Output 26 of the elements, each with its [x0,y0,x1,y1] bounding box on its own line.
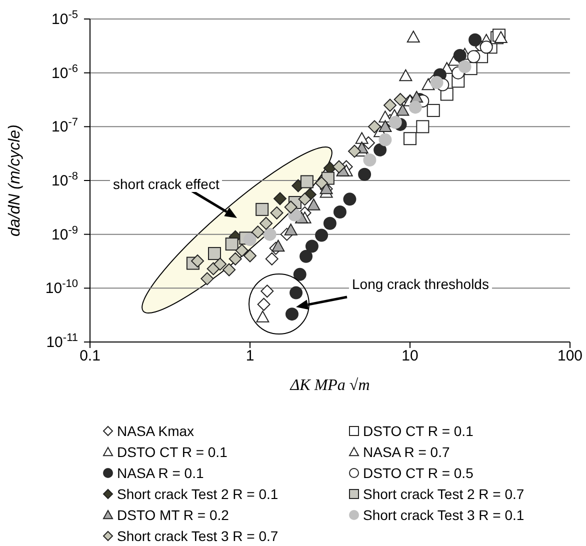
legend-label: Short crack Test 2 R = 0.1 [117,486,278,502]
legend-label: DSTO CT R = 0.5 [363,464,474,480]
annotation: Long crack thresholds [349,276,492,292]
legend-label: Short crack Test 3 R = 0.1 [363,506,524,522]
y-axis-title: da/dN (m/cycle) [6,124,24,237]
x-tick-label: 1 [246,348,254,365]
legend-label: NASA R = 0.7 [363,444,450,460]
legend-label: DSTO CT R = 0.1 [117,444,228,460]
legend-label: Short crack Test 2 R = 0.7 [363,486,524,502]
x-axis-title: ΔK MPa √m [289,377,370,394]
y-tick-label: 10$^{-5}$ [52,9,78,28]
y-tick-label: 10$^{-9}$ [52,224,78,244]
x-tick-label: 10 [402,348,418,365]
y-tick-label: 10$^{-8}$ [52,170,78,190]
y-tick-label: 10$^{-7}$ [52,116,78,136]
y-tick-label: 10$^{-11}$ [46,332,78,351]
legend-label: NASA R = 0.1 [117,464,204,480]
y-tick-label: 10$^{-10}$ [45,278,78,298]
legend-label: Short crack Test 3 R = 0.7 [117,528,278,544]
legend-label: DSTO CT R = 0.1 [363,422,474,438]
y-tick-label: 10$^{-6}$ [52,62,78,82]
legend-label: DSTO MT R = 0.2 [117,506,229,522]
x-tick-label: 0.1 [80,348,100,365]
x-tick-label: 100 [557,348,583,365]
annotation: short crack effect [110,176,222,192]
legend-label: NASA Kmax [117,422,194,438]
